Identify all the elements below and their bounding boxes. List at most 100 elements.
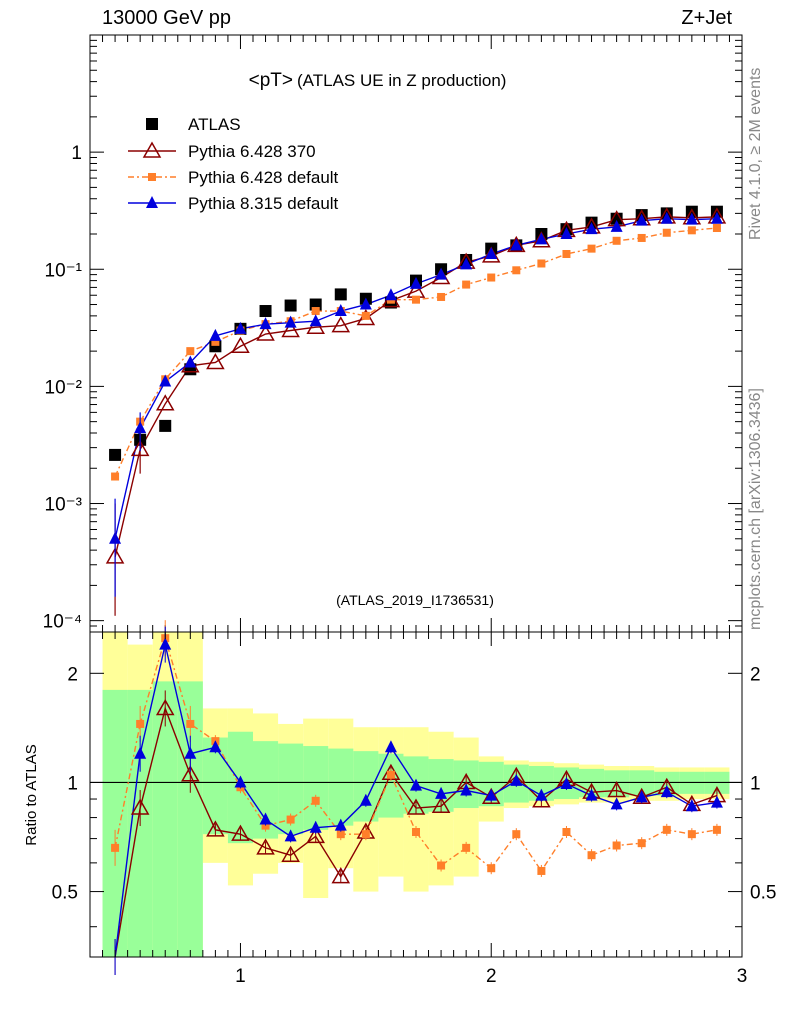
ratio-point [485,788,498,801]
stat-band [152,681,178,957]
legend-marker [142,141,162,158]
x-tick-label: 1 [235,966,246,987]
ratio-point [384,740,397,753]
data-point [281,320,300,338]
header-left: 13000 GeV pp [102,7,231,29]
data-point [361,311,370,320]
series-line-1 [114,216,717,558]
data-point [231,336,250,354]
ratio-point [685,799,698,812]
ratio-point [284,829,297,842]
ratio-point [256,838,275,855]
ratio-point [306,826,325,844]
data-point [660,211,673,224]
data-point [410,276,422,289]
ratio-y-axis-label: Ratio to ATLAS [23,744,40,845]
ratio-point [462,843,471,852]
x-tick-label: 3 [737,966,748,987]
ratio-point [662,825,671,834]
x-tick-label: 2 [486,966,497,987]
stat-band [328,748,354,826]
data-point [635,213,648,226]
ratio-point [231,824,250,841]
legend-marker [146,196,158,208]
data-point [435,267,448,280]
analysis-watermark: (ATLAS_2019_I1736531) [336,592,494,608]
ratio-point [435,786,448,799]
data-point [334,304,347,317]
ratio-point [406,798,426,815]
data-point [186,347,195,356]
ratio-point [537,866,546,875]
y-tick-label: 10⁻³ [45,495,83,516]
ratio-plot-panel: 0.5 0.5 1 1 2 2 1 2 3 Ratio to ATLAS [23,620,776,987]
data-point [359,297,372,310]
ratio-point [134,746,147,759]
ratio-point [111,843,120,852]
data-point [612,236,621,245]
y-tick-label: 10⁻⁴ [43,612,82,633]
ratio-point [460,783,473,796]
main-plot-panel: 10⁻⁴ 10⁻³ 10⁻² 10⁻¹ 1 <pT> (ATLAS UE in Z prod… [43,34,743,633]
ratio-point [336,830,345,839]
data-point [535,232,548,245]
ratio-y-tick-label: 0.5 [52,883,78,904]
data-point [560,227,573,239]
data-point [184,355,197,368]
data-point [462,280,471,289]
data-point [481,246,501,263]
ratio-point [510,773,523,786]
side-label-top: Rivet 4.1.0, ≥ 2M events [747,68,764,240]
ratio-point [159,637,172,650]
stat-band [303,746,329,830]
data-point [234,321,247,334]
ratio-point [412,827,420,836]
data-point [685,212,698,225]
data-point [109,448,122,461]
ratio-point [487,864,496,873]
ratio-point [334,818,347,831]
ratio-point [431,796,451,813]
ratio-point [710,795,723,808]
series-line-3 [114,218,717,539]
ratio-y-tick-label-right: 0.5 [750,883,776,904]
ratio-point [535,788,548,801]
data-point [587,244,596,253]
ratio-point [309,820,322,833]
ratio-point [560,777,573,790]
data-point [687,226,696,235]
ratio-point [386,770,395,779]
ratio-y-tick-label-right: 2 [750,664,761,685]
header-right: Z+Jet [681,7,732,29]
data-point [284,315,297,328]
ratio-y-tick-label: 1 [67,773,78,794]
chart-subtitle: (ATLAS UE in Z production) [297,71,506,90]
ratio-point [660,785,673,798]
y-tick-label: 1 [71,143,82,164]
ratio-point [136,719,145,728]
ratio-point [286,815,295,824]
ratio-point [359,793,372,806]
data-point [585,222,598,235]
ratio-point [311,796,320,805]
data-point [662,228,671,237]
ratio-point [209,740,222,753]
ratio-point [610,797,623,810]
ratio-point [607,781,626,798]
ratio-point [361,830,370,839]
data-point [532,231,551,248]
y-tick-label: 10⁻¹ [45,260,83,281]
data-point [637,233,646,242]
ratio-point [587,851,596,860]
ratio-point [635,790,648,803]
ratio-point [234,775,247,788]
data-point [510,238,523,251]
data-point [331,316,351,333]
ratio-point [259,812,272,825]
ratio-point [562,827,571,836]
legend-label: Pythia 8.315 default [188,194,339,213]
side-label-bottom: mcplots.cern.ch [arXiv:1306.3436] [747,388,764,630]
data-point [507,235,526,253]
ratio-point [712,825,721,834]
